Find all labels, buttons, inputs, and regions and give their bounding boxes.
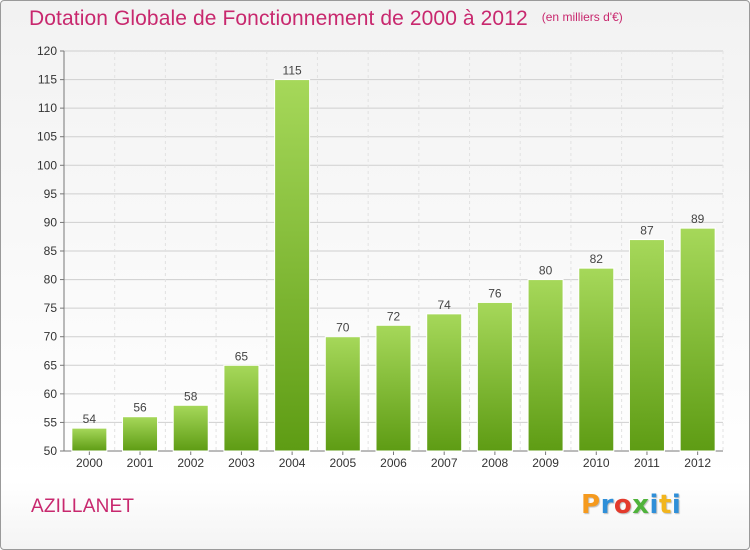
- data-label: 65: [235, 349, 249, 363]
- y-tick-label: 105: [37, 130, 57, 144]
- y-tick-label: 85: [44, 244, 58, 258]
- y-tick-label: 70: [44, 330, 58, 344]
- bar[interactable]: [122, 416, 159, 452]
- x-tick-label: 2004: [279, 456, 306, 470]
- unit-note: (en milliers d'€): [541, 10, 623, 24]
- y-tick-label: 65: [44, 358, 58, 372]
- data-label: 115: [283, 64, 302, 78]
- y-tick-label: 120: [37, 44, 57, 58]
- axes: 50 55 60 65 70 75 80 85 90 95 100 105 110 115 120 2000 2…: [37, 44, 723, 470]
- x-tick-label: 2011: [634, 456, 660, 470]
- y-tick-label: 60: [44, 387, 58, 401]
- y-tick-label: 95: [44, 187, 58, 201]
- logo-letter: x: [632, 490, 650, 520]
- data-label: 70: [336, 321, 350, 335]
- bar[interactable]: [527, 279, 564, 452]
- bar[interactable]: [274, 79, 311, 452]
- logo-letter: t: [658, 490, 672, 520]
- x-tick-label: 2003: [228, 456, 255, 470]
- x-tick-label: 2005: [329, 456, 356, 470]
- bars: [71, 79, 716, 452]
- logo-letter: P: [581, 490, 601, 520]
- x-tick-label: 2002: [177, 456, 204, 470]
- data-label: 58: [184, 389, 198, 403]
- x-tick-label: 2012: [684, 456, 711, 470]
- y-tick-label: 50: [44, 444, 58, 458]
- bar[interactable]: [324, 336, 361, 452]
- bar[interactable]: [172, 404, 209, 452]
- data-label: 74: [438, 298, 452, 312]
- y-tick-label: 90: [44, 215, 58, 229]
- x-tick-label: 2009: [532, 456, 559, 470]
- logo-letter: o: [613, 490, 633, 520]
- bar[interactable]: [71, 427, 108, 452]
- y-tick-label: 80: [44, 273, 58, 287]
- y-tick-label: 110: [38, 101, 57, 115]
- y-tick-label: 75: [44, 301, 58, 315]
- y-tick-label: 100: [37, 158, 57, 172]
- bar[interactable]: [578, 267, 615, 452]
- logo-letter: r: [600, 490, 614, 520]
- bar[interactable]: [628, 239, 665, 452]
- bar[interactable]: [426, 313, 463, 452]
- data-label: 54: [83, 412, 97, 426]
- city-name: AZILLANET: [31, 496, 135, 517]
- y-tick-label: 115: [38, 73, 57, 87]
- data-label: 87: [640, 224, 654, 238]
- logo-letter: i: [671, 490, 682, 520]
- data-label: 76: [488, 286, 502, 300]
- chart-title: Dotation Globale de Fonctionnement de 20…: [29, 7, 623, 31]
- x-tick-label: 2008: [482, 456, 509, 470]
- logo-letter: i: [649, 490, 659, 520]
- x-tick-label: 2010: [583, 456, 610, 470]
- x-tick-label: 2007: [431, 456, 458, 470]
- data-label: 80: [539, 264, 553, 278]
- x-tick-label: 2000: [76, 456, 103, 470]
- proxiti-logo[interactable]: Proxiti: [581, 490, 681, 520]
- data-label: 82: [590, 252, 604, 266]
- data-label: 72: [387, 309, 401, 323]
- bar[interactable]: [476, 301, 513, 452]
- x-tick-label: 2001: [127, 456, 154, 470]
- bar[interactable]: [223, 364, 260, 452]
- data-label: 56: [133, 401, 147, 415]
- data-labels: 54 56 58 65 115 70 72 74 76 80 82 87 89: [83, 64, 705, 427]
- y-tick-label: 55: [44, 415, 58, 429]
- data-label: 89: [691, 212, 705, 226]
- title-text: Dotation Globale de Fonctionnement de 20…: [29, 7, 528, 30]
- x-tick-label: 2006: [380, 456, 407, 470]
- bar[interactable]: [375, 324, 412, 452]
- bar[interactable]: [679, 227, 716, 452]
